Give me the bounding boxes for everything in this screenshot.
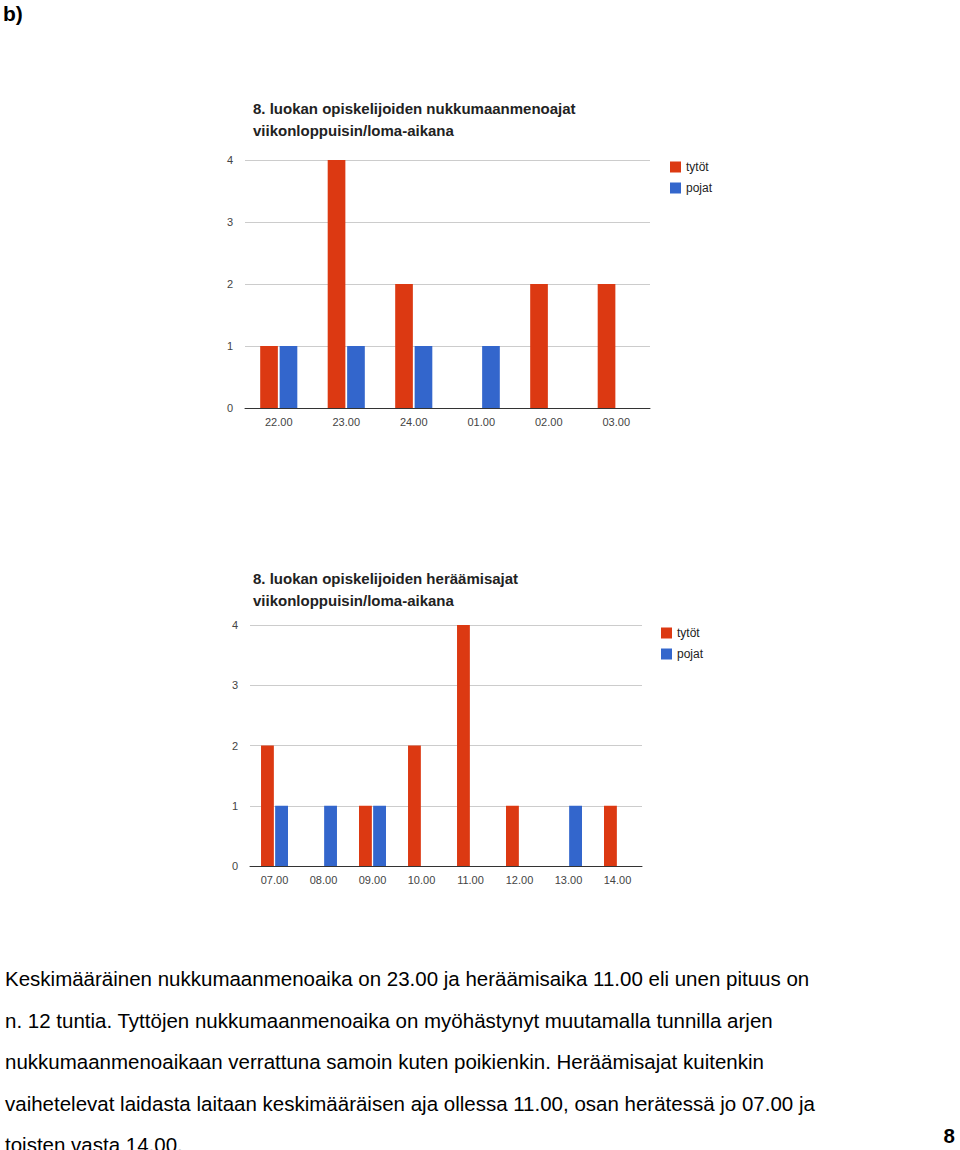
svg-text:8. luokan opiskelijoiden herää: 8. luokan opiskelijoiden heräämisajat bbox=[253, 570, 518, 587]
svg-text:08.00: 08.00 bbox=[310, 874, 338, 886]
svg-text:4: 4 bbox=[227, 154, 233, 166]
svg-text:24.00: 24.00 bbox=[400, 416, 428, 428]
svg-text:22.00: 22.00 bbox=[265, 416, 293, 428]
html-text:vaihetelevat laidasta laitaan: vaihetelevat laidasta laitaan keskimäärä… bbox=[5, 1091, 815, 1115]
svg-text:tytöt: tytöt bbox=[677, 626, 700, 640]
svg-text:viikonloppuisin/loma-aikana: viikonloppuisin/loma-aikana bbox=[253, 122, 455, 139]
svg-text:pojat: pojat bbox=[686, 181, 713, 195]
svg-text:tytöt: tytöt bbox=[686, 160, 709, 174]
svg-text:07.00: 07.00 bbox=[261, 874, 289, 886]
svg-text:0: 0 bbox=[227, 402, 233, 414]
html-text:nukkumaanmenoaikaan verrattuna: nukkumaanmenoaikaan verrattuna samoin ku… bbox=[5, 1050, 764, 1073]
svg-text:01.00: 01.00 bbox=[467, 416, 495, 428]
svg-text:8. luokan opiskelijoiden nukku: 8. luokan opiskelijoiden nukkumaanmenoaj… bbox=[253, 100, 576, 117]
html-text:8: 8 bbox=[943, 1124, 955, 1147]
svg-text:10.00: 10.00 bbox=[408, 874, 436, 886]
svg-text:viikonloppuisin/loma-aikana: viikonloppuisin/loma-aikana bbox=[253, 592, 455, 609]
svg-text:2: 2 bbox=[232, 740, 238, 752]
svg-text:4: 4 bbox=[232, 619, 238, 631]
svg-text:12.00: 12.00 bbox=[506, 874, 534, 886]
svg-text:pojat: pojat bbox=[677, 647, 704, 661]
svg-text:02.00: 02.00 bbox=[535, 416, 563, 428]
html-text:n. 12 tuntia. Tyttöjen nukkuma: n. 12 tuntia. Tyttöjen nukkumaanmenoaika… bbox=[5, 1008, 773, 1032]
svg-text:03.00: 03.00 bbox=[602, 416, 630, 428]
svg-text:13.00: 13.00 bbox=[555, 874, 583, 886]
svg-text:14.00: 14.00 bbox=[604, 874, 632, 886]
svg-text:3: 3 bbox=[227, 216, 233, 228]
svg-text:09.00: 09.00 bbox=[359, 874, 387, 886]
svg-text:11.00: 11.00 bbox=[457, 874, 484, 886]
svg-text:3: 3 bbox=[232, 679, 238, 691]
html-text:Keskimääräinen nukkumaanmenoai: Keskimääräinen nukkumaanmenoaika on 23.0… bbox=[5, 967, 810, 990]
svg-text:0: 0 bbox=[232, 860, 238, 872]
svg-text:1: 1 bbox=[232, 800, 238, 812]
svg-text:1: 1 bbox=[227, 340, 233, 352]
svg-text:23.00: 23.00 bbox=[332, 416, 360, 428]
svg-text:2: 2 bbox=[227, 278, 233, 290]
html-text:b): b) bbox=[3, 2, 23, 25]
